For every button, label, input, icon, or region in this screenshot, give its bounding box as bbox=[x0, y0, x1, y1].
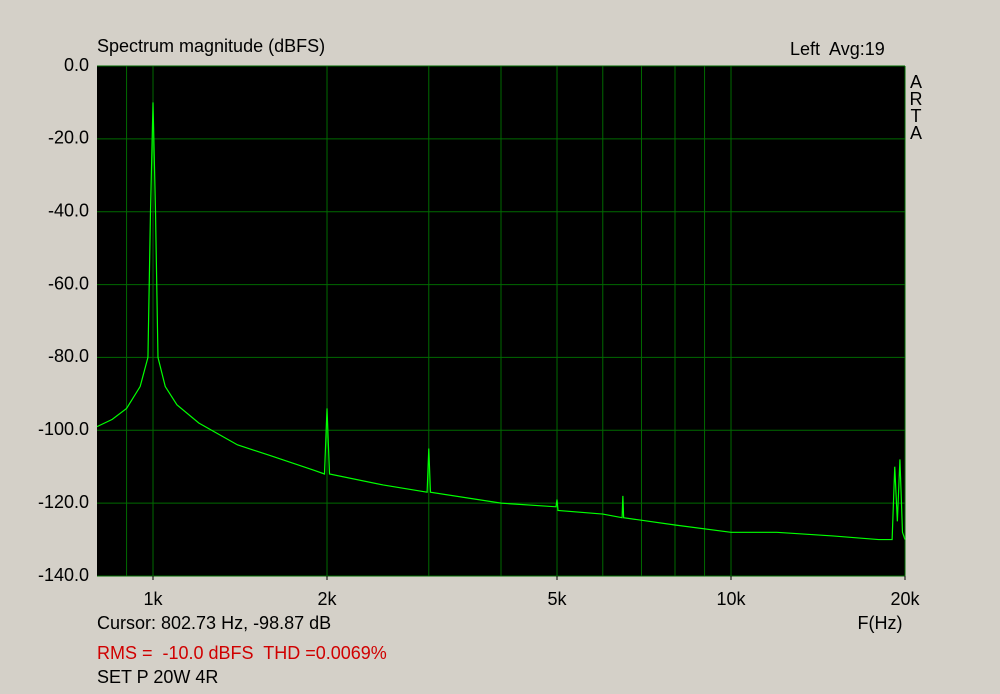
measurement-note: SET P 20W 4R bbox=[97, 667, 218, 687]
x-axis-label: F(Hz) bbox=[858, 613, 903, 633]
y-tick-label: -80.0 bbox=[48, 346, 89, 366]
y-tick-label: -40.0 bbox=[48, 200, 89, 220]
x-tick-label: 2k bbox=[317, 589, 337, 609]
x-tick-label: 1k bbox=[144, 589, 164, 609]
y-tick-label: -60.0 bbox=[48, 273, 89, 293]
y-tick-label: -100.0 bbox=[38, 419, 89, 439]
x-tick-label: 5k bbox=[548, 589, 568, 609]
channel-info: Left Avg:19 bbox=[790, 39, 885, 59]
rms-thd: RMS = -10.0 dBFS THD =0.0069% bbox=[97, 643, 387, 663]
spectrum-line bbox=[96, 102, 906, 541]
y-tick-label: -140.0 bbox=[38, 565, 89, 585]
chart-title: Spectrum magnitude (dBFS) bbox=[97, 36, 325, 56]
arta-label: ARTA bbox=[906, 72, 926, 140]
cursor-info: Cursor: 802.73 Hz, -98.87 dB bbox=[97, 613, 331, 633]
x-tick-label: 20k bbox=[890, 589, 920, 609]
y-tick-label: -120.0 bbox=[38, 492, 89, 512]
x-tick-label: 10k bbox=[716, 589, 746, 609]
y-tick-label: -20.0 bbox=[48, 128, 89, 148]
y-tick-label: 0.0 bbox=[64, 55, 89, 75]
